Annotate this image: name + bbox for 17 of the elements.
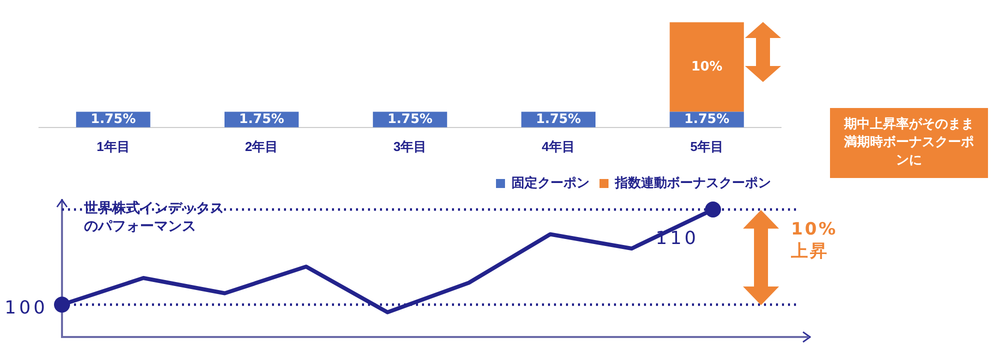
x-tick-label: 2年目 (244, 138, 278, 154)
text: 期中上昇率がそのまま満期時ボーナスクーポンに (830, 108, 988, 178)
data-label: 1.75% (684, 112, 730, 127)
data-label: 1.75% (387, 112, 433, 127)
x-tick-label: 5年目 (690, 138, 724, 154)
data-label: 1.75% (90, 112, 136, 127)
legend-label: 指数連動ボーナスクーポン (614, 175, 771, 190)
x-tick-label: 1年目 (96, 138, 130, 154)
legend-label: 固定クーポン (512, 175, 590, 190)
data-label: 110 (656, 228, 699, 250)
data-label: 1.75% (239, 112, 284, 127)
x-tick-label: 3年目 (393, 138, 427, 154)
data-label: 100 (4, 297, 48, 318)
data-label: 1.75% (536, 112, 581, 127)
annotation: 10%上昇 (790, 219, 838, 262)
x-tick-label: 4年目 (542, 138, 576, 154)
data-label: 10% (691, 59, 722, 74)
